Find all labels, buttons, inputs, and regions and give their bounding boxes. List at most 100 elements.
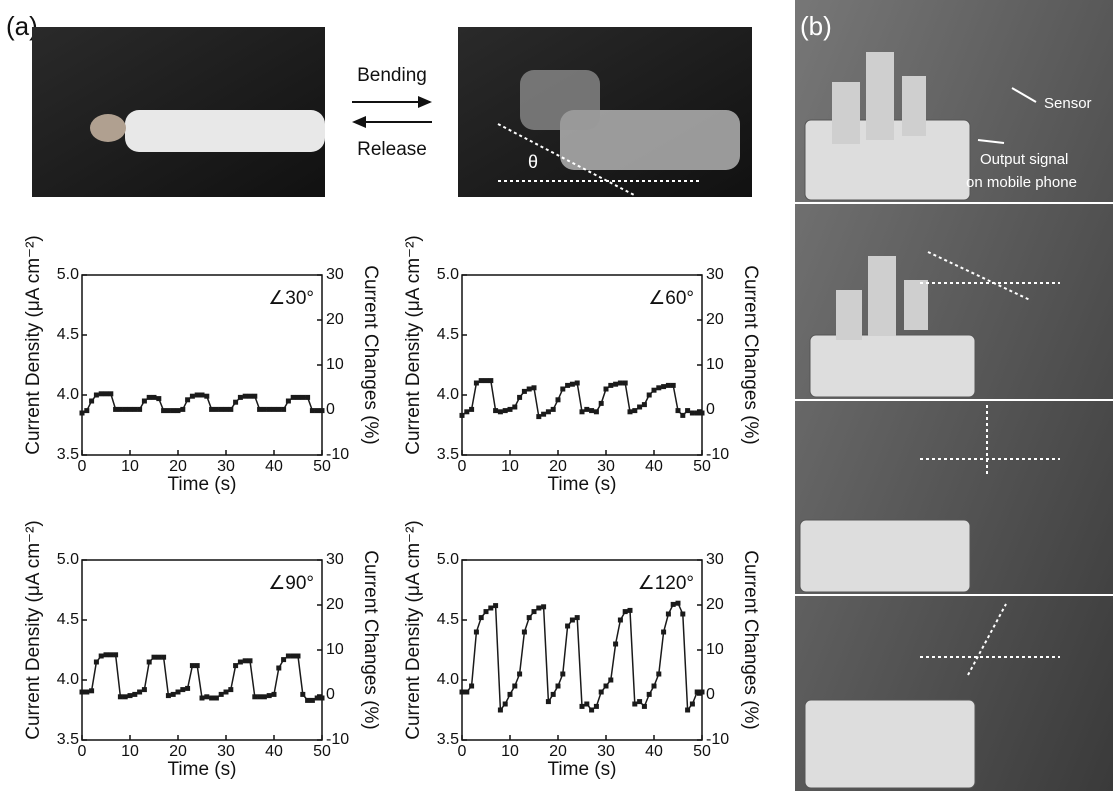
data-point [248, 394, 253, 399]
y2-tick-label: 0 [326, 401, 335, 418]
data-point [503, 702, 508, 707]
y-tick-label: 4.5 [437, 326, 459, 343]
x-tick-label: 30 [597, 458, 615, 475]
x-tick-label: 20 [549, 743, 567, 760]
arrowhead [352, 116, 366, 128]
data-point [152, 395, 157, 400]
data-point [656, 672, 661, 677]
data-point [695, 690, 700, 695]
data-point [541, 412, 546, 417]
data-point [190, 394, 195, 399]
data-point [243, 394, 248, 399]
data-point [152, 655, 157, 660]
data-point [108, 652, 113, 657]
data-point [190, 663, 195, 668]
y-tick-label: 5.0 [57, 266, 79, 283]
data-point [291, 395, 296, 400]
data-point [262, 694, 267, 699]
data-point [238, 395, 243, 400]
y-tick-label: 3.5 [57, 731, 79, 748]
data-point [594, 704, 599, 709]
data-point [228, 687, 233, 692]
output-label: Output signal [980, 151, 1068, 168]
data-point [272, 407, 277, 412]
data-point [104, 652, 109, 657]
data-point [551, 407, 556, 412]
data-point [565, 624, 570, 629]
data-point [671, 602, 676, 607]
data-point [508, 692, 513, 697]
x-tick-label: 10 [121, 743, 139, 760]
data-point [474, 381, 479, 386]
data-point [647, 393, 652, 398]
annotation: ∠30° [268, 288, 314, 309]
data-point [570, 382, 575, 387]
data-point [286, 399, 291, 404]
y2-axis-label: Current Changes (%) [740, 550, 761, 730]
data-point [214, 407, 219, 412]
data-point [128, 693, 133, 698]
data-point [580, 409, 585, 414]
data-point [281, 407, 286, 412]
data-line [462, 603, 702, 710]
y2-tick-label: 30 [326, 266, 344, 283]
y-tick-label: 4.0 [57, 386, 79, 403]
data-point [512, 405, 517, 410]
annotation: ∠120° [638, 573, 694, 594]
data-point [580, 704, 585, 709]
y2-tick-label: 30 [706, 551, 724, 568]
data-point [464, 409, 469, 414]
data-point [185, 397, 190, 402]
data-point [532, 385, 537, 390]
data-point [608, 678, 613, 683]
data-point [320, 696, 325, 701]
data-point [99, 391, 104, 396]
y-tick-label: 4.5 [57, 611, 79, 628]
y2-tick-label: 0 [706, 401, 715, 418]
data-point [315, 696, 320, 701]
data-point [652, 388, 657, 393]
data-point [532, 609, 537, 614]
data-point [599, 401, 604, 406]
data-point [176, 690, 181, 695]
x-tick-label: 40 [265, 743, 283, 760]
data-point [551, 692, 556, 697]
data-point [661, 630, 666, 635]
data-point [623, 381, 628, 386]
data-point [632, 702, 637, 707]
data-point [267, 693, 272, 698]
fist [90, 114, 126, 142]
data-point [108, 391, 113, 396]
data-point [224, 407, 229, 412]
y2-tick-label: 10 [706, 641, 724, 658]
y2-tick-label: -10 [706, 446, 729, 463]
annotation: ∠60° [648, 288, 694, 309]
data-point [300, 395, 305, 400]
data-point [676, 601, 681, 606]
data-point [171, 408, 176, 413]
arm-ghost [520, 70, 600, 130]
data-point [488, 606, 493, 611]
data-point [527, 615, 532, 620]
data-point [503, 408, 508, 413]
panel-label: (b) [800, 11, 832, 41]
data-point [310, 408, 315, 413]
release-label: Release [357, 139, 427, 160]
data-point [228, 407, 233, 412]
data-point [315, 408, 320, 413]
data-point [209, 696, 214, 701]
y-tick-label: 3.5 [57, 446, 79, 463]
data-point [560, 387, 565, 392]
data-point [195, 393, 200, 398]
data-point [628, 608, 633, 613]
y2-tick-label: 10 [326, 356, 344, 373]
data-point [604, 387, 609, 392]
data-point [142, 399, 147, 404]
data-point [575, 381, 580, 386]
data-point [536, 414, 541, 419]
data-point [214, 696, 219, 701]
y2-tick-label: 30 [326, 551, 344, 568]
data-point [118, 407, 123, 412]
x-tick-label: 30 [217, 743, 235, 760]
y-tick-label: 4.0 [437, 671, 459, 688]
